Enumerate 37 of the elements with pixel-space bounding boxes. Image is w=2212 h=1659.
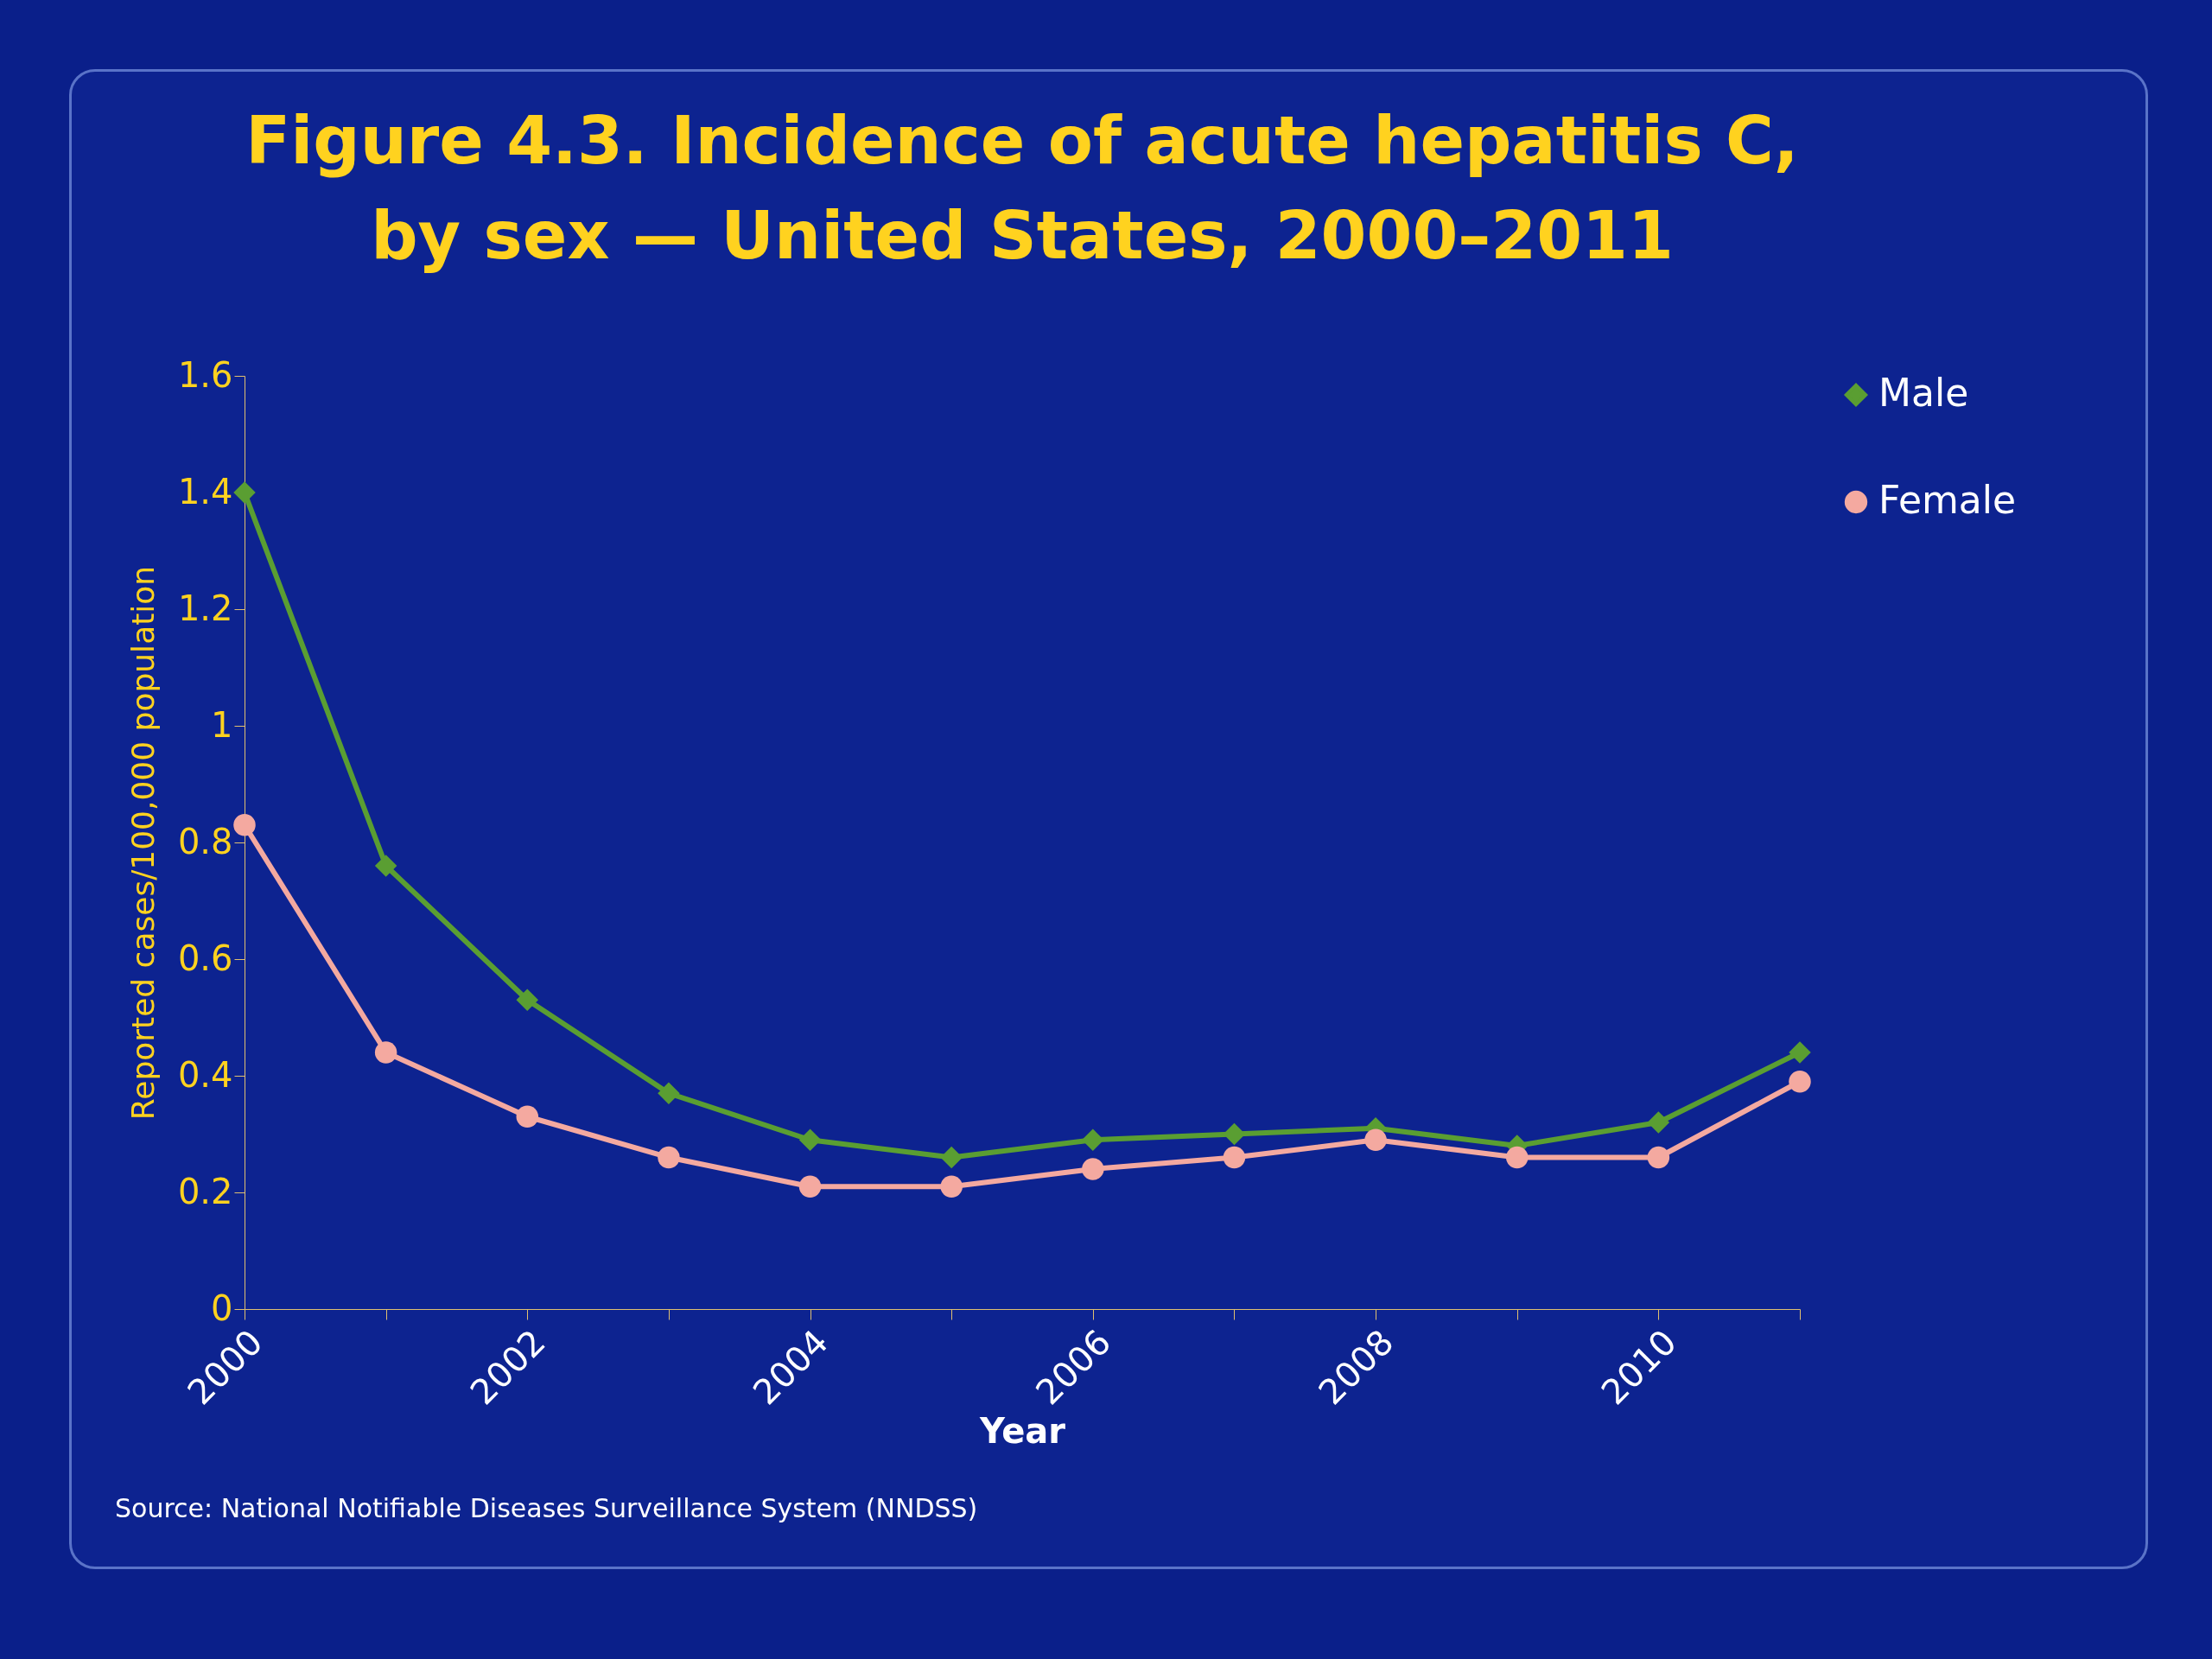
legend-label: Male: [1878, 371, 1969, 415]
point: [1505, 1146, 1529, 1169]
point: [1223, 1146, 1246, 1169]
point: [1789, 1041, 1811, 1064]
y-tick-label: 1.2: [177, 588, 233, 628]
point: [798, 1128, 822, 1151]
point: [374, 855, 397, 877]
point: [1647, 1111, 1670, 1134]
point: [658, 1146, 680, 1169]
point: [1082, 1158, 1104, 1180]
point: [233, 481, 256, 504]
point: [1082, 1128, 1104, 1151]
y-tick-label: 0.4: [177, 1054, 233, 1095]
point: [233, 814, 256, 836]
point: [1223, 1122, 1246, 1146]
y-tick-label: 0: [211, 1287, 233, 1328]
point: [374, 1041, 397, 1064]
point: [1364, 1128, 1387, 1151]
point: [940, 1146, 963, 1169]
y-tick-label: 1.6: [177, 354, 233, 395]
point: [940, 1175, 963, 1198]
point: [1789, 1071, 1811, 1093]
y-tick-label: 0.8: [177, 821, 233, 861]
point: [658, 1082, 680, 1104]
y-tick-label: 1.4: [177, 471, 233, 512]
y-tick-label: 0.2: [177, 1171, 233, 1211]
x-axis-title: Year: [978, 1410, 1066, 1451]
point: [516, 1105, 539, 1128]
source-note: Source: National Notifiable Diseases Surveillance System (NNDSS): [115, 1493, 978, 1523]
y-axis-title: Reported cases/100,000 population: [124, 565, 161, 1121]
point: [516, 988, 539, 1011]
legend-label: Female: [1878, 478, 2017, 522]
y-tick-label: 1: [211, 704, 233, 745]
chart-title: Figure 4.3. Incidence of acute hepatitis C, by sex — United States, 2000–2011: [245, 102, 1799, 274]
point: [798, 1175, 822, 1198]
point: [1647, 1146, 1670, 1169]
y-tick-label: 0.6: [177, 938, 233, 978]
